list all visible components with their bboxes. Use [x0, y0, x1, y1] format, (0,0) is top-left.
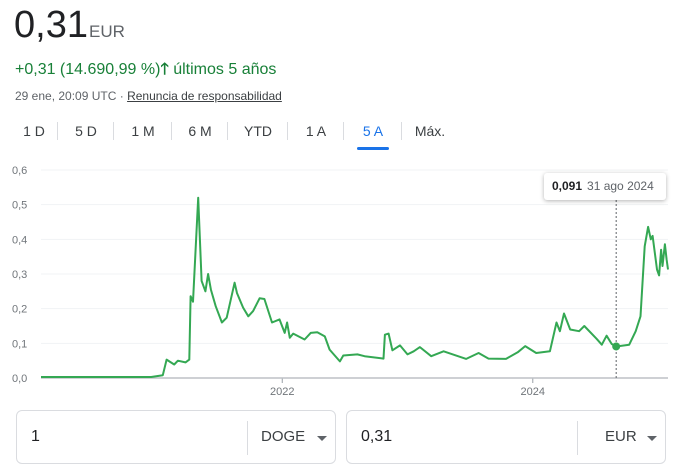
- timestamp-line: 29 ene, 20:09 UTC · Renuncia de responsa…: [15, 89, 282, 103]
- price-currency: EUR: [89, 22, 125, 41]
- price-change: +0,31 (14.690,99 %)🡑 últimos 5 años: [15, 58, 276, 85]
- x-tick-label: 2024: [521, 386, 545, 398]
- tab-1-a[interactable]: 1 A: [288, 118, 344, 144]
- hover-point: [612, 342, 621, 351]
- divider: [577, 421, 578, 455]
- price-chart[interactable]: 0,0 0,1 0,2 0,3 0,4 0,5 0,6 2022 2024: [0, 160, 694, 405]
- price-line: [41, 196, 669, 378]
- change-period: últimos 5 años: [173, 61, 277, 78]
- from-unit-select[interactable]: DOGE: [261, 428, 306, 445]
- y-tick-label: 0,5: [12, 200, 27, 212]
- y-tick-label: 0,1: [12, 338, 27, 350]
- chart-tooltip: 0,091 31 ago 2024: [544, 173, 666, 200]
- price-value: 0,31: [14, 4, 88, 46]
- timestamp: 29 ene, 20:09 UTC ·: [15, 89, 124, 103]
- change-value: +0,31 (14.690,99 %): [15, 61, 161, 78]
- y-tick-label: 0,3: [12, 269, 27, 281]
- y-tick-label: 0,4: [12, 234, 27, 246]
- y-tick-label: 0,0: [12, 373, 27, 385]
- tab-6-m[interactable]: 6 M: [172, 118, 228, 144]
- chevron-down-icon[interactable]: [647, 436, 657, 441]
- tab-ytd[interactable]: YTD: [228, 118, 288, 144]
- tab-m-x-[interactable]: Máx.: [414, 123, 446, 139]
- disclaimer-link[interactable]: Renuncia de responsabilidad: [127, 89, 282, 103]
- tab-5-d[interactable]: 5 D: [58, 118, 114, 144]
- tab-5-a[interactable]: 5 A: [344, 118, 402, 150]
- to-amount-input[interactable]: 0,31: [361, 428, 393, 445]
- y-tick-label: 0,2: [12, 304, 27, 316]
- x-tick-label: 2022: [270, 386, 294, 398]
- from-amount-input[interactable]: 1: [31, 428, 40, 445]
- tab-1-m[interactable]: 1 M: [114, 118, 172, 144]
- chevron-down-icon[interactable]: [317, 436, 327, 441]
- tooltip-value: 0,091: [552, 179, 583, 193]
- to-currency-box: 0,31 EUR: [346, 410, 666, 464]
- tab-1-d[interactable]: 1 D: [10, 118, 58, 144]
- y-tick-label: 0,6: [12, 165, 27, 177]
- from-currency-box: 1 DOGE: [16, 410, 336, 464]
- to-unit-select[interactable]: EUR: [605, 428, 637, 445]
- tooltip-date: 31 ago 2024: [587, 179, 654, 193]
- arrow-up-icon: 🡑: [160, 61, 169, 78]
- divider: [247, 421, 248, 455]
